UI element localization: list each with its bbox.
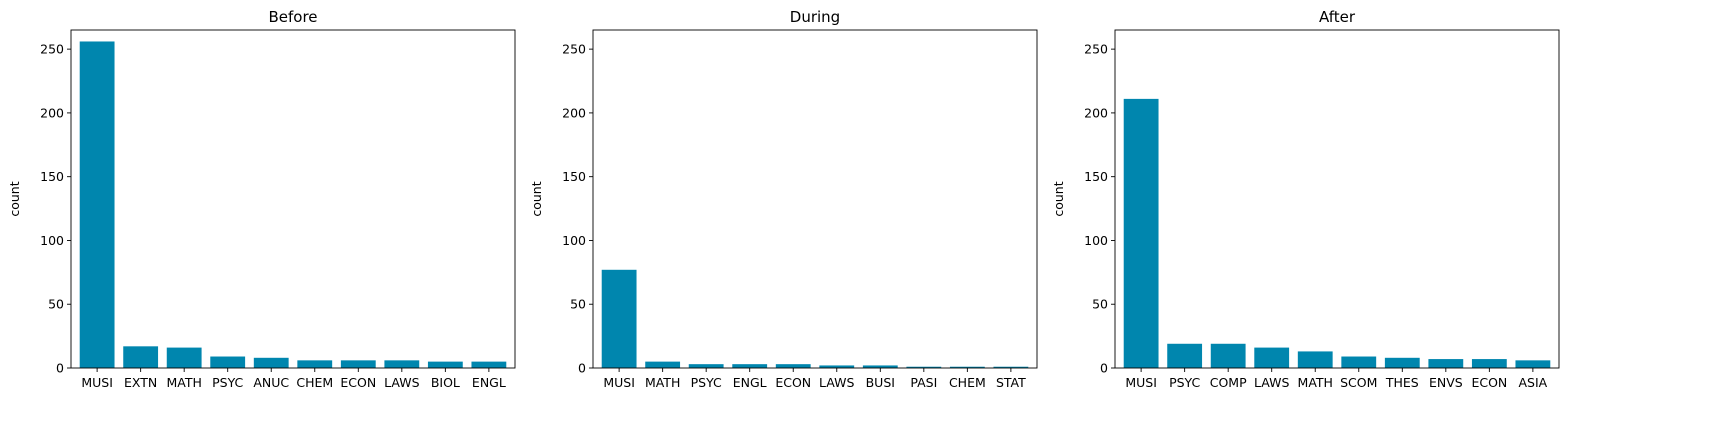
y-tick-label: 100	[40, 233, 64, 248]
x-tick-label: PASI	[910, 375, 937, 390]
axes-frame	[592, 29, 1038, 369]
chart-title: Before	[268, 8, 317, 26]
x-tick-label: BUSI	[866, 375, 895, 390]
x-tick-label: LAWS	[1254, 375, 1289, 390]
bar-math	[645, 361, 681, 368]
bar-musi	[1123, 98, 1159, 368]
y-tick-label: 250	[562, 42, 586, 57]
x-tick-label: SCOM	[1340, 375, 1377, 390]
bar-envs	[1428, 359, 1464, 368]
x-tick-label: MATH	[1298, 375, 1333, 390]
y-tick-label: 100	[562, 233, 586, 248]
x-tick-label: ANUC	[253, 375, 289, 390]
bar-comp	[1210, 343, 1246, 368]
y-tick-label: 200	[40, 105, 64, 120]
panel-2: 0 50 100 150 200 250 MUSI PSYC COMP LAWS MATH SCOM T…	[1051, 8, 1560, 390]
y-tick-label: 200	[1084, 105, 1108, 120]
bar-laws	[384, 360, 420, 368]
y-tick-label: 250	[40, 42, 64, 57]
bar-econ	[775, 364, 811, 368]
bar-pasi	[906, 366, 942, 368]
y-tick-label: 0	[1100, 361, 1108, 376]
bar-laws	[1254, 347, 1290, 368]
x-tick-label: STAT	[996, 375, 1026, 390]
y-axis-label: count	[1051, 181, 1066, 216]
bar-engl	[471, 361, 507, 368]
bar-anuc	[253, 357, 289, 368]
bar-chem	[297, 360, 333, 368]
x-tick-label: CHEM	[949, 375, 986, 390]
y-tick-label: 50	[570, 297, 586, 312]
y-tick-label: 150	[40, 169, 64, 184]
x-tick-label: MUSI	[603, 375, 635, 390]
x-tick-label: MUSI	[1125, 375, 1157, 390]
x-tick-label: ECON	[1471, 375, 1507, 390]
bar-busi	[862, 365, 898, 368]
bar-asia	[1515, 360, 1551, 368]
x-tick-label: COMP	[1210, 375, 1247, 390]
y-axis-label: count	[7, 181, 22, 216]
x-tick-label: ENVS	[1429, 375, 1463, 390]
bar-biol	[427, 361, 463, 368]
bar-musi	[601, 269, 637, 368]
chart-title: After	[1319, 8, 1356, 26]
bar-psyc	[688, 364, 724, 368]
x-tick-label: ENGL	[733, 375, 767, 390]
y-tick-label: 200	[562, 105, 586, 120]
panel-1: 0 50 100 150 200 250 MUSI MATH PSYC ENGL ECON LAWS B…	[529, 8, 1038, 390]
x-tick-label: ENGL	[472, 375, 506, 390]
bar-engl	[732, 364, 768, 368]
x-tick-label: MATH	[166, 375, 201, 390]
y-tick-label: 150	[1084, 169, 1108, 184]
y-tick-label: 0	[578, 361, 586, 376]
x-tick-label: ECON	[775, 375, 811, 390]
bar-chem	[949, 366, 985, 368]
x-tick-label: CHEM	[296, 375, 333, 390]
y-tick-label: 50	[1092, 297, 1108, 312]
bar-scom	[1341, 356, 1377, 368]
y-axis-label: count	[529, 181, 544, 216]
y-tick-label: 150	[562, 169, 586, 184]
bar-econ	[1471, 359, 1507, 368]
y-tick-label: 0	[56, 361, 64, 376]
axes-frame	[1114, 29, 1560, 369]
x-tick-label: BIOL	[431, 375, 460, 390]
x-tick-label: LAWS	[384, 375, 419, 390]
x-tick-label: MUSI	[81, 375, 113, 390]
y-tick-label: 100	[1084, 233, 1108, 248]
bar-laws	[819, 365, 855, 368]
x-tick-label: PSYC	[212, 375, 243, 390]
x-tick-label: ASIA	[1519, 375, 1548, 390]
chart-title: During	[790, 8, 840, 26]
bar-thes	[1384, 357, 1420, 368]
y-tick-label: 250	[1084, 42, 1108, 57]
bar-musi	[79, 41, 115, 368]
bar-psyc	[210, 356, 246, 368]
x-tick-label: PSYC	[1169, 375, 1200, 390]
axes-frame	[70, 29, 516, 369]
bar-psyc	[1167, 343, 1203, 368]
x-tick-label: LAWS	[819, 375, 854, 390]
panel-0: 0 50 100 150 200 250 MUSI EXTN MATH PSYC ANUC CHEM E…	[7, 8, 516, 390]
x-tick-label: ECON	[340, 375, 376, 390]
bar-math	[1297, 351, 1333, 368]
bar-stat	[993, 366, 1029, 368]
bar-extn	[123, 346, 159, 368]
x-tick-label: EXTN	[124, 375, 157, 390]
x-tick-label: PSYC	[691, 375, 722, 390]
bar-math	[166, 347, 202, 368]
bar-econ	[340, 360, 376, 368]
x-tick-label: THES	[1385, 375, 1419, 390]
x-tick-label: MATH	[645, 375, 680, 390]
y-tick-label: 50	[48, 297, 64, 312]
